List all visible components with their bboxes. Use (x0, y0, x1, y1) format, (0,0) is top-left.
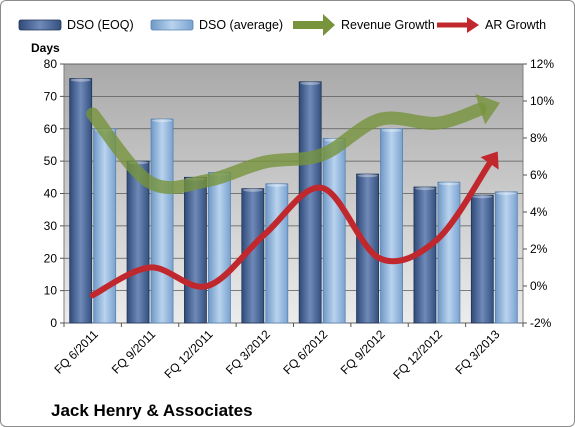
bar-highlight (70, 78, 91, 82)
bar-dso-eoq (126, 160, 150, 324)
bar-dso-average (265, 183, 289, 324)
bar-dso-average (494, 191, 518, 324)
x-axis-tick: FQ 6/2012 (280, 327, 330, 377)
left-axis-tick: 40 (44, 187, 58, 201)
bar-highlight (496, 191, 517, 195)
bar-highlight (300, 81, 321, 85)
legend-ar-growth-label: AR Growth (485, 18, 546, 32)
revenue-growth-line-arrowhead (475, 94, 501, 125)
left-axis-tick: 80 (44, 57, 58, 71)
left-axis-tick: 10 (44, 284, 58, 298)
bar-highlight (381, 128, 402, 132)
right-axis-tick: 0% (530, 279, 548, 293)
y-axis-title: Days (31, 41, 60, 55)
legend-dso-average-label: DSO (average) (199, 18, 283, 32)
left-axis-tick: 60 (44, 122, 58, 136)
x-axis-tick: FQ 6/2011 (51, 327, 101, 377)
left-axis-tick: 50 (44, 154, 58, 168)
x-axis-tick: FQ 12/2011 (161, 327, 215, 381)
legend-revenue-growth-arrowhead (323, 14, 335, 36)
x-axis-tick: FQ 9/2012 (338, 327, 388, 377)
bar-dso-average (380, 128, 403, 324)
bar-highlight (242, 188, 263, 192)
company-name: Jack Henry & Associates (51, 401, 253, 420)
bar-dso-eoq (298, 81, 322, 324)
revenue-growth-line (86, 102, 487, 195)
bar-dso-eoq (184, 176, 207, 324)
legend-ar-growth-arrowhead (467, 17, 479, 33)
right-axis-tick: 8% (530, 131, 548, 145)
right-axis-tick: 4% (530, 205, 548, 219)
bar-highlight (152, 118, 173, 123)
bar-dso-average (150, 118, 174, 324)
right-axis-tick: 2% (530, 242, 548, 256)
left-axis-tick: 70 (44, 89, 58, 103)
legend-dso-eoq-label: DSO (EOQ) (67, 18, 134, 32)
x-axis-tick: FQ 3/2012 (223, 327, 273, 377)
bar-highlight (438, 182, 459, 186)
bar-highlight (472, 195, 493, 199)
right-axis-tick: -2% (530, 316, 552, 330)
legend-dso-eoq-swatch (18, 19, 62, 31)
legend-dso-average-swatch (150, 19, 194, 31)
bar-dso-average (322, 138, 346, 324)
ar-growth-line-arrowhead (480, 151, 499, 170)
bar-highlight (414, 186, 435, 191)
x-axis-tick: FQ 3/2013 (452, 327, 502, 377)
x-axis-tick: FQ 12/2012 (390, 327, 445, 382)
left-axis-tick: 20 (44, 251, 58, 265)
bar-highlight (266, 183, 287, 187)
right-axis-tick: 6% (530, 168, 548, 182)
bar-dso-average (208, 172, 231, 324)
legend-revenue-growth-label: Revenue Growth (341, 18, 435, 32)
left-axis-tick: 30 (44, 219, 58, 233)
right-axis-tick: 12% (530, 57, 554, 71)
right-axis-tick: 10% (530, 94, 554, 108)
bar-dso-eoq (470, 194, 494, 324)
bar-dso-average (437, 181, 461, 324)
left-axis-tick: 0 (50, 316, 57, 330)
bar-dso-eoq (69, 78, 93, 324)
x-axis-tick: FQ 9/2011 (109, 327, 159, 377)
ar-growth-line (89, 160, 493, 299)
bar-highlight (357, 173, 378, 178)
